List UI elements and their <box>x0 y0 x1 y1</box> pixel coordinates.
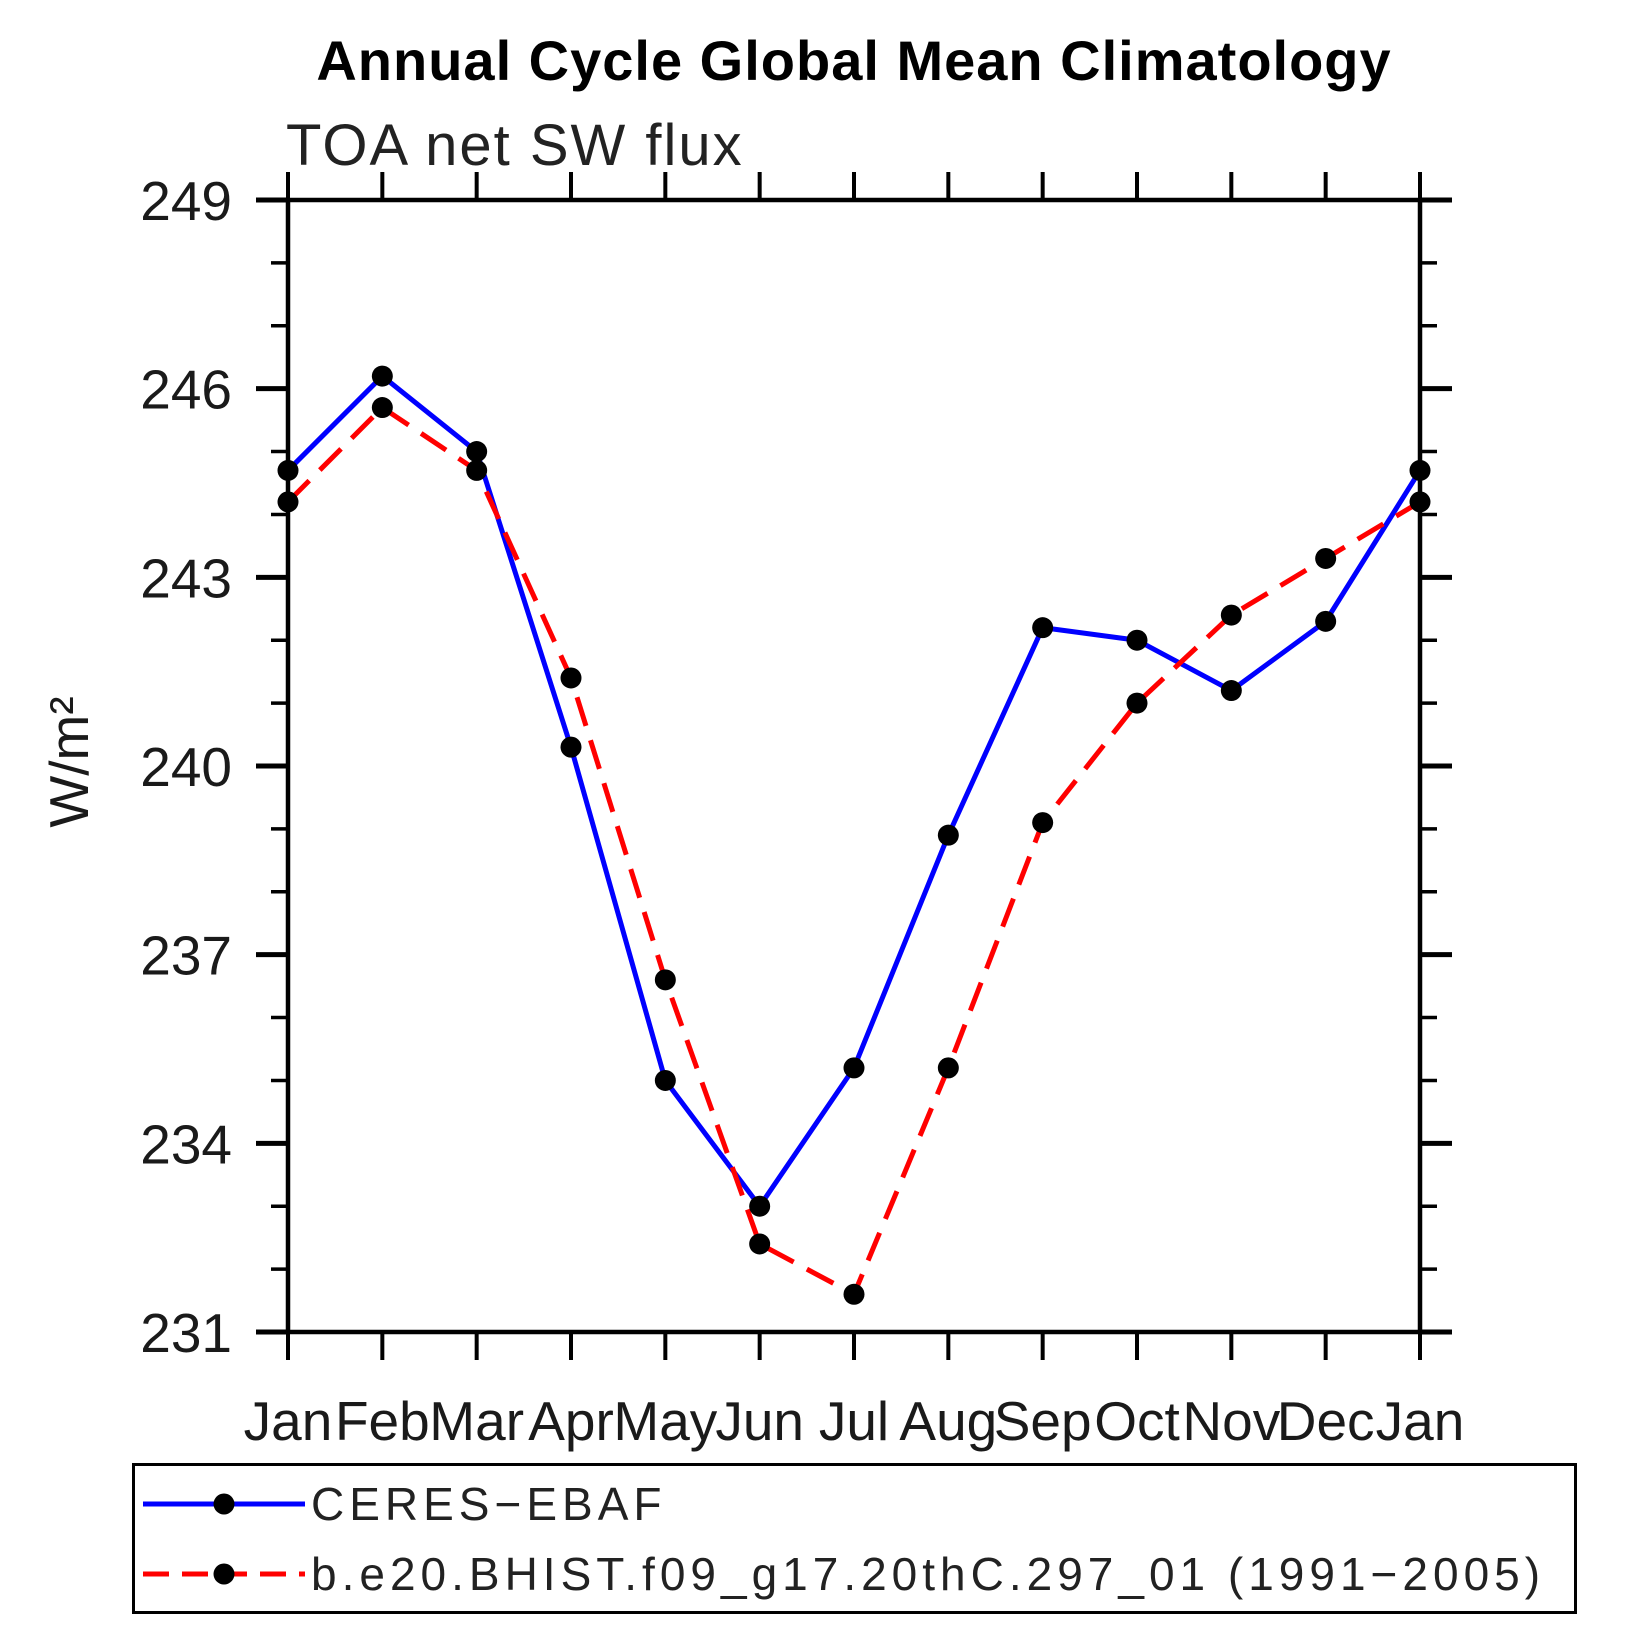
data-point-marker <box>560 667 582 689</box>
y-axis-title: W/m² <box>38 696 100 827</box>
x-tick-label: Jan <box>1376 1390 1465 1452</box>
x-tick-label: Apr <box>528 1390 614 1452</box>
data-point-marker <box>1220 680 1242 702</box>
plot-frame <box>285 197 1423 1335</box>
y-tick-label: 249 <box>140 170 232 232</box>
legend-box: CERES−EBAF b.e20.BHIST.f09_g17.20thC.297_… <box>132 1463 1577 1614</box>
legend-line-sample-solid <box>143 1493 305 1514</box>
x-tick-label: Dec <box>1277 1390 1375 1452</box>
y-tick-label: 243 <box>140 547 232 609</box>
legend-label: CERES−EBAF <box>311 1477 667 1530</box>
chart-subtitle: TOA net SW flux <box>286 113 744 178</box>
x-tick-label: Jun <box>715 1390 804 1452</box>
legend-entry: b.e20.BHIST.f09_g17.20thC.297_01 (1991−2… <box>139 1548 1574 1600</box>
data-point-marker <box>1032 617 1054 639</box>
data-point-marker <box>654 969 676 991</box>
x-tick-label: Feb <box>335 1390 430 1452</box>
legend-marker-dot <box>213 1493 235 1514</box>
data-point-marker <box>466 441 488 463</box>
data-point-marker <box>937 824 959 846</box>
y-tick-label: 234 <box>140 1113 232 1175</box>
data-point-marker <box>749 1195 771 1217</box>
y-tick-label: 246 <box>140 359 232 421</box>
y-tick-label: 240 <box>140 736 232 798</box>
data-point-marker <box>277 491 299 513</box>
x-tick-label: Sep <box>994 1390 1092 1452</box>
series-line-model <box>286 404 1422 1298</box>
data-point-marker <box>843 1057 865 1079</box>
data-point-marker <box>1032 812 1054 834</box>
y-tick-label: 231 <box>140 1302 232 1364</box>
x-tick-label: Nov <box>1182 1390 1280 1452</box>
data-point-marker <box>1220 604 1242 626</box>
data-point-marker <box>749 1233 771 1255</box>
data-point-marker <box>1409 459 1431 481</box>
data-point-marker <box>277 459 299 481</box>
legend-line-sample-dashed <box>143 1563 305 1584</box>
x-tick-label: Oct <box>1094 1390 1180 1452</box>
x-tick-label: Jul <box>819 1390 889 1452</box>
data-point-marker <box>654 1069 676 1091</box>
legend-label: b.e20.BHIST.f09_g17.20thC.297_01 (1991−2… <box>311 1547 1546 1600</box>
x-tick-label: Aug <box>899 1390 997 1452</box>
data-point-marker <box>371 397 393 419</box>
data-point-marker <box>1126 629 1148 651</box>
legend-entry: CERES−EBAF <box>139 1478 1574 1530</box>
data-point-marker <box>843 1283 865 1305</box>
x-tick-label: Mar <box>429 1390 524 1452</box>
data-point-marker <box>1315 610 1337 632</box>
data-point-marker <box>1126 692 1148 714</box>
data-point-marker <box>560 736 582 758</box>
data-point-marker <box>1409 491 1431 513</box>
data-point-marker <box>937 1057 959 1079</box>
data-point-marker <box>466 459 488 481</box>
x-tick-label: Jan <box>244 1390 333 1452</box>
chart-title: Annual Cycle Global Mean Climatology <box>316 29 1392 92</box>
data-point-marker <box>1315 547 1337 569</box>
y-tick-label: 237 <box>140 925 232 987</box>
data-point-marker <box>371 365 393 387</box>
x-tick-label: May <box>613 1390 717 1452</box>
legend-marker-dot <box>213 1563 235 1584</box>
series-line-obs <box>286 372 1423 1211</box>
